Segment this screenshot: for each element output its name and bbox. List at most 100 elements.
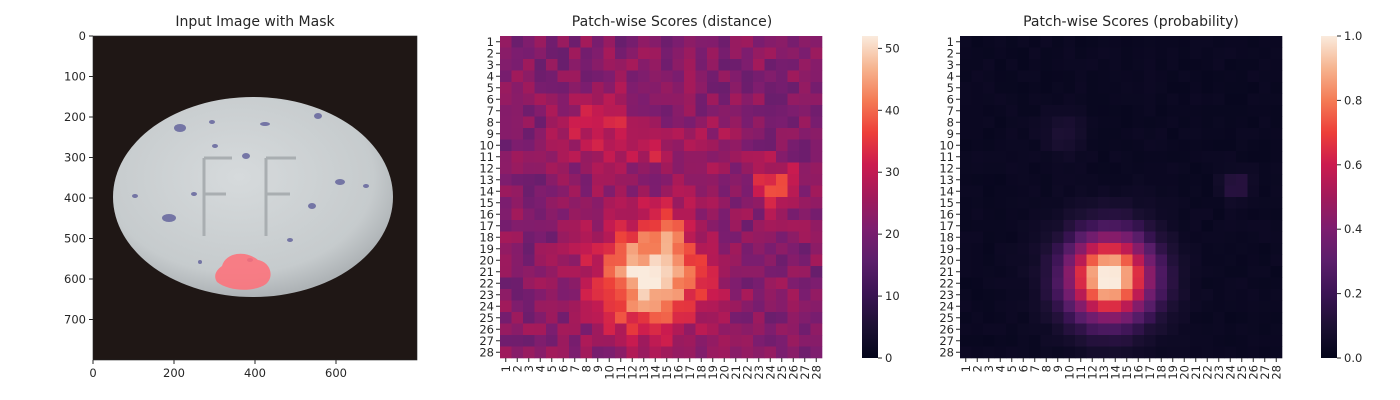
heatmap-cell xyxy=(534,220,547,232)
heatmap-cell xyxy=(1236,277,1248,290)
heatmap-cell xyxy=(1109,220,1122,232)
heatmap-cell xyxy=(971,335,984,347)
heatmap-cell xyxy=(983,82,995,94)
heatmap-cell xyxy=(1201,335,1214,347)
heatmap-cell xyxy=(557,277,570,290)
heatmap-cell xyxy=(569,174,581,186)
heatmap-cell xyxy=(1144,59,1156,71)
heatmap-cell xyxy=(626,82,639,94)
heatmap-cell xyxy=(1155,266,1168,278)
heatmap-cell xyxy=(994,139,1007,152)
heatmap-cell xyxy=(1155,185,1168,198)
heatmap-cell xyxy=(810,277,823,290)
heatmap-cell xyxy=(1029,82,1041,94)
heatmap-cell xyxy=(1144,93,1156,106)
heatmap-cell xyxy=(649,59,662,71)
heatmap-cell xyxy=(500,300,512,313)
heatmap-cell xyxy=(730,220,742,232)
heatmap-cell xyxy=(741,300,754,313)
heatmap-cell xyxy=(1259,335,1271,347)
heatmap-cell xyxy=(1109,70,1122,83)
x-tick-label: 13 xyxy=(1097,365,1111,380)
heatmap-cell xyxy=(638,36,650,48)
heatmap-cell xyxy=(1178,323,1191,336)
heatmap-cell xyxy=(695,220,708,232)
heatmap-cell xyxy=(557,93,570,106)
heatmap-cell xyxy=(1040,277,1053,290)
heatmap-cell xyxy=(960,266,972,278)
heatmap-cell xyxy=(569,36,581,48)
heatmap-cell xyxy=(1006,93,1018,106)
heatmap-cell xyxy=(1017,300,1030,313)
heatmap-cell xyxy=(764,82,777,94)
heatmap-cell xyxy=(557,128,570,140)
heatmap-cell xyxy=(1167,220,1179,232)
x-tick-label: 2 xyxy=(970,365,984,372)
x-tick-label: 26 xyxy=(786,365,800,380)
heatmap-cell xyxy=(603,254,616,267)
heatmap-cell xyxy=(994,162,1007,175)
heatmap-cell xyxy=(753,128,765,140)
heatmap-cell xyxy=(615,47,627,60)
heatmap-cell xyxy=(810,185,823,198)
heatmap-cell xyxy=(1236,266,1248,278)
heatmap-cell xyxy=(592,220,604,232)
heatmap-cell xyxy=(1144,70,1156,83)
heatmap-cell xyxy=(638,243,650,255)
heatmap-cell xyxy=(1224,185,1237,198)
heatmap-cell xyxy=(707,70,719,83)
heatmap-cell xyxy=(511,47,524,60)
heatmap-cell xyxy=(615,70,627,83)
heatmap-cell xyxy=(1132,59,1145,71)
heatmap-cell xyxy=(546,243,558,255)
heatmap-cell xyxy=(994,346,1007,359)
heatmap-cell xyxy=(960,289,972,301)
heatmap-cell xyxy=(1236,300,1248,313)
heatmap-cell xyxy=(1086,220,1099,232)
heatmap-cell xyxy=(546,254,558,267)
heatmap-cell xyxy=(810,139,823,152)
heatmap-cell xyxy=(776,162,788,175)
heatmap-cell xyxy=(994,335,1007,347)
y-tick-label: 600 xyxy=(64,272,86,286)
heatmap-cell xyxy=(707,82,719,94)
heatmap-cell xyxy=(546,312,558,324)
heatmap-cell xyxy=(638,116,650,129)
heatmap-cell xyxy=(603,208,616,221)
heatmap-cell xyxy=(672,70,685,83)
heatmap-cell xyxy=(1144,151,1156,163)
heatmap-cell xyxy=(1017,139,1030,152)
heatmap-cell xyxy=(523,231,535,244)
heatmap-cell xyxy=(534,47,547,60)
x-tick-label: 1 xyxy=(959,365,973,372)
heatmap-cell xyxy=(1017,346,1030,359)
heatmap-cell xyxy=(684,254,696,267)
heatmap-cell xyxy=(1155,82,1168,94)
heatmap-cell xyxy=(511,93,524,106)
heatmap-cell xyxy=(603,105,616,117)
heatmap-cell xyxy=(511,254,524,267)
heatmap-cell xyxy=(1247,266,1260,278)
heatmap-cell xyxy=(971,174,984,186)
heatmap-cell xyxy=(983,231,995,244)
heatmap-cell xyxy=(1155,59,1168,71)
heatmap-cell xyxy=(776,174,788,186)
probability-colorbar xyxy=(1321,36,1337,358)
heatmap-cell xyxy=(799,162,811,175)
heatmap-cell xyxy=(661,59,673,71)
heatmap-cell xyxy=(1109,300,1122,313)
x-tick-label: 400 xyxy=(244,366,266,380)
heatmap-cell xyxy=(626,47,639,60)
heatmap-cell xyxy=(557,208,570,221)
heatmap-cell xyxy=(1247,70,1260,83)
heatmap-cell xyxy=(753,300,765,313)
heatmap-cell xyxy=(1109,312,1122,324)
heatmap-cell xyxy=(787,300,800,313)
heatmap-cell xyxy=(511,197,524,209)
heatmap-cell xyxy=(1017,128,1030,140)
heatmap-cell xyxy=(1098,208,1110,221)
heatmap-cell xyxy=(1098,323,1110,336)
heatmap-cell xyxy=(1098,47,1110,60)
heatmap-cell xyxy=(580,93,593,106)
heatmap-cell xyxy=(500,151,512,163)
